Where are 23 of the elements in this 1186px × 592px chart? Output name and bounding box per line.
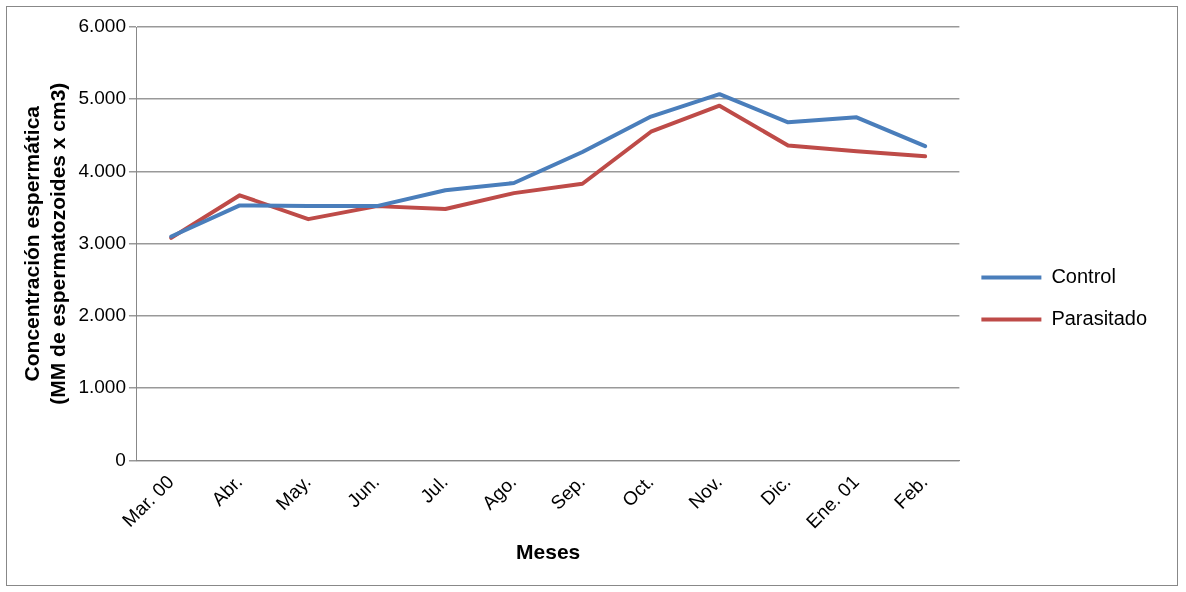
- y-tick-label: 4.000: [78, 159, 126, 181]
- x-tick-label: Jul.: [416, 471, 452, 507]
- y-tick-label: 1.000: [78, 376, 126, 398]
- x-tick-label: Ago.: [477, 471, 521, 514]
- x-axis-title: Meses: [516, 540, 581, 564]
- y-tick-label: 5.000: [78, 87, 126, 109]
- x-tick-label: Mar. 00: [118, 471, 178, 531]
- x-tick-label: Jun.: [343, 471, 384, 512]
- x-tick-label: Abr.: [207, 471, 247, 510]
- x-tick-label: Nov.: [684, 471, 727, 513]
- x-tick-label: Feb.: [889, 471, 932, 513]
- x-tick-label: Ene. 01: [801, 471, 864, 533]
- y-tick-label: 6.000: [78, 15, 126, 37]
- y-tick-label: 3.000: [78, 231, 126, 253]
- y-axis-title: Concentración espermática (MM de espermatozoides x cm3): [20, 82, 69, 405]
- x-tick-label: Oct.: [618, 471, 658, 511]
- x-tick-label: Dic.: [756, 471, 795, 510]
- x-tick-label: May.: [271, 471, 315, 515]
- legend-label: Parasitado: [1051, 307, 1148, 330]
- y-tick-label: 2.000: [78, 304, 126, 326]
- y-tick-label: 0: [115, 448, 126, 470]
- legend-label: Control: [1051, 265, 1116, 288]
- x-tick-label: Sep.: [546, 471, 589, 514]
